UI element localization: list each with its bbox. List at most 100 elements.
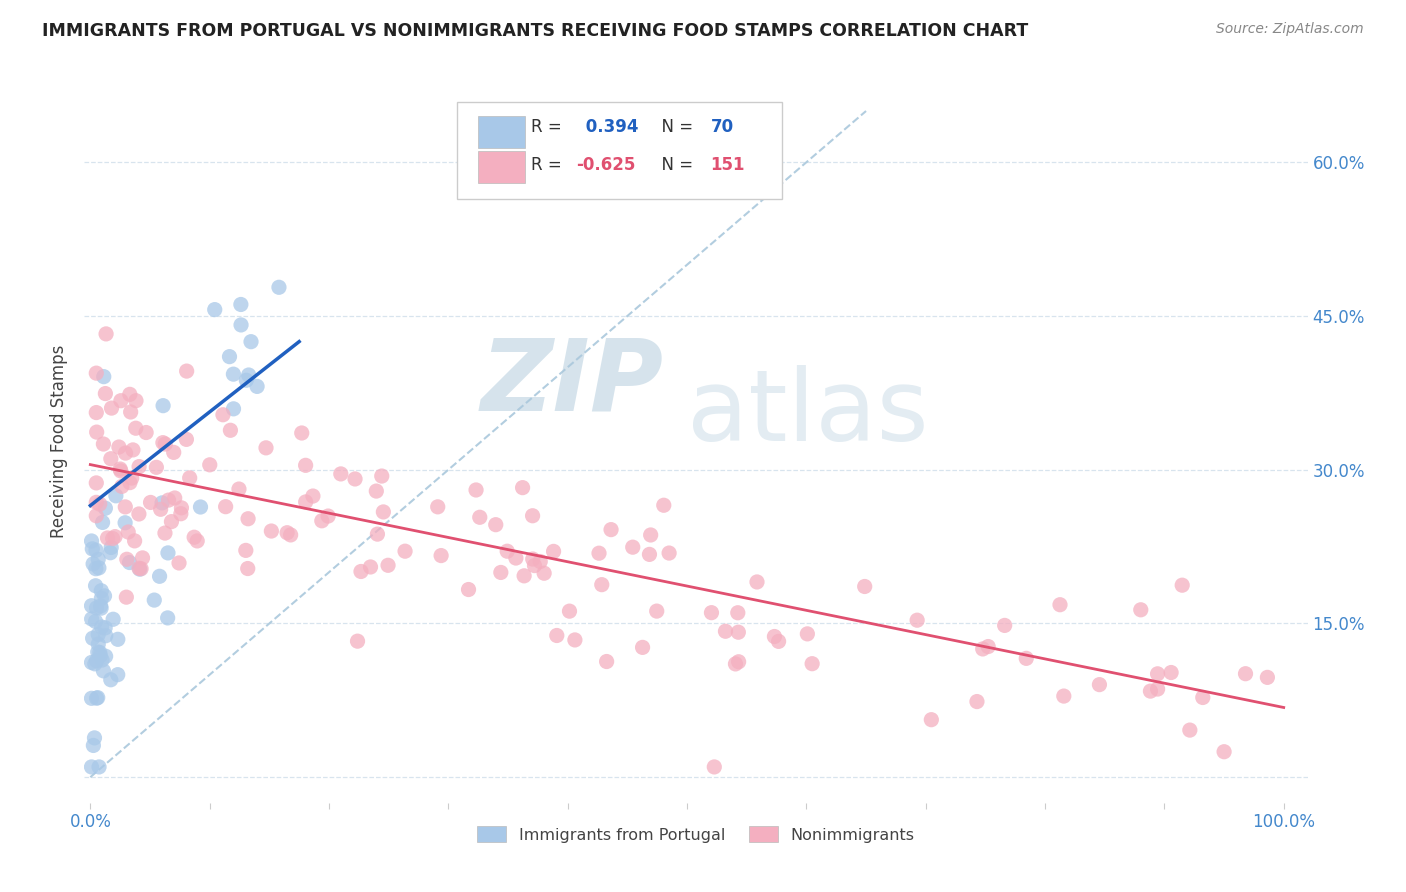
Point xyxy=(703,760,725,774)
Point xyxy=(170,500,193,515)
Point xyxy=(155,437,177,451)
Point xyxy=(148,569,170,583)
Text: 70: 70 xyxy=(710,119,734,136)
Point xyxy=(84,475,107,490)
Point xyxy=(87,552,110,566)
Point xyxy=(533,566,555,581)
Point xyxy=(246,379,269,393)
Point xyxy=(1146,666,1168,681)
Point xyxy=(183,530,205,544)
Point xyxy=(640,528,662,542)
Point xyxy=(426,500,449,514)
Point xyxy=(118,475,141,490)
Point xyxy=(115,552,138,566)
Point xyxy=(160,515,183,529)
Point xyxy=(853,580,876,594)
Point xyxy=(430,549,453,563)
Point xyxy=(87,637,110,651)
Point xyxy=(564,632,586,647)
Point xyxy=(89,648,111,663)
Point xyxy=(91,516,114,530)
Point xyxy=(80,760,103,774)
Point xyxy=(346,634,368,648)
Point xyxy=(373,505,395,519)
Point xyxy=(768,634,790,648)
Text: R =: R = xyxy=(531,119,567,136)
Point xyxy=(89,497,111,511)
Text: -0.625: -0.625 xyxy=(576,156,636,174)
Point xyxy=(104,489,127,503)
Point xyxy=(156,546,179,560)
Point xyxy=(236,512,259,526)
Point xyxy=(82,557,104,571)
Point xyxy=(87,760,110,774)
Point xyxy=(122,442,145,457)
Point xyxy=(87,561,110,575)
Point xyxy=(621,540,644,554)
Point xyxy=(114,516,136,530)
Text: R =: R = xyxy=(531,156,567,174)
Point xyxy=(124,533,146,548)
FancyBboxPatch shape xyxy=(457,102,782,200)
Point xyxy=(350,565,373,579)
Point xyxy=(457,582,479,597)
Point xyxy=(543,544,565,558)
Point xyxy=(86,654,108,668)
Point xyxy=(84,615,107,629)
Point xyxy=(87,627,110,641)
Point xyxy=(90,599,112,613)
Point xyxy=(1234,666,1257,681)
Point xyxy=(1178,723,1201,737)
Point xyxy=(89,645,111,659)
Point xyxy=(276,525,298,540)
Point xyxy=(1015,651,1038,665)
Point xyxy=(98,546,121,560)
Point xyxy=(114,446,136,460)
Point xyxy=(801,657,824,671)
Point xyxy=(522,552,544,566)
Point xyxy=(93,664,115,678)
Point xyxy=(90,601,112,615)
Point xyxy=(280,528,302,542)
Legend: Immigrants from Portugal, Nonimmigrants: Immigrants from Portugal, Nonimmigrants xyxy=(471,820,921,849)
Point xyxy=(150,496,173,510)
Point xyxy=(84,406,107,420)
Point xyxy=(82,739,104,753)
Point xyxy=(128,562,150,576)
Point xyxy=(108,440,131,454)
Point xyxy=(93,437,115,451)
Point xyxy=(94,649,117,664)
Point xyxy=(135,425,157,440)
Point xyxy=(229,318,252,332)
Point xyxy=(110,462,132,476)
Point xyxy=(1160,665,1182,680)
Point xyxy=(267,280,290,294)
Point xyxy=(316,509,339,524)
Point xyxy=(100,451,122,466)
Point xyxy=(176,364,198,378)
Point xyxy=(118,387,141,401)
Point xyxy=(366,527,388,541)
Point xyxy=(512,481,534,495)
Point xyxy=(170,507,193,521)
Text: 151: 151 xyxy=(710,156,745,174)
Point xyxy=(724,657,747,671)
Point xyxy=(465,483,488,497)
Point xyxy=(218,350,240,364)
Point xyxy=(600,523,623,537)
Point xyxy=(485,517,508,532)
Point xyxy=(235,373,257,387)
Text: ZIP: ZIP xyxy=(481,334,664,431)
Point xyxy=(84,543,107,558)
Point xyxy=(176,433,198,447)
Point xyxy=(100,401,122,416)
Point xyxy=(90,591,112,606)
Point xyxy=(107,632,129,647)
Point xyxy=(235,543,257,558)
Point xyxy=(1256,670,1278,684)
Text: 0.394: 0.394 xyxy=(579,119,638,136)
Point xyxy=(1049,598,1071,612)
Point xyxy=(302,489,325,503)
Point xyxy=(311,514,333,528)
Point xyxy=(222,401,245,416)
